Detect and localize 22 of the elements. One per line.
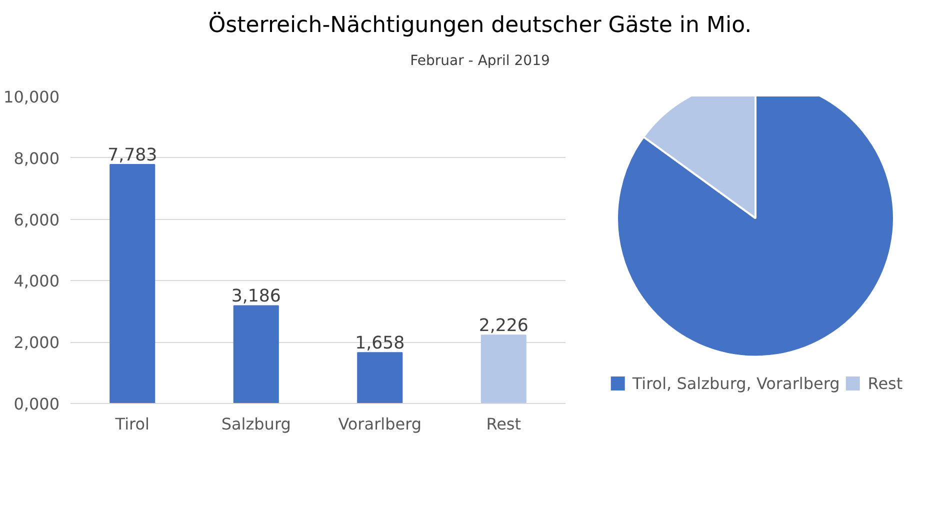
x-tick-label: Vorarlberg — [338, 414, 422, 434]
y-tick-label: 8,000 — [14, 149, 60, 168]
x-tick-label: Rest — [486, 414, 522, 434]
chart-title: Österreich-Nächtigungen deutscher Gäste in Mio. — [208, 10, 752, 40]
legend-label: Rest — [868, 374, 903, 393]
legend-label: Tirol, Salzburg, Vorarlberg — [632, 374, 840, 393]
y-tick-label: 6,000 — [14, 210, 60, 230]
bar — [357, 352, 403, 404]
y-tick-label: 2,000 — [14, 334, 60, 353]
bar — [480, 335, 526, 404]
data-label: 3,186 — [231, 287, 281, 308]
bar — [233, 306, 279, 404]
x-tick-label: Salzburg — [221, 414, 291, 434]
data-label: 7,783 — [108, 146, 158, 166]
data-label: 2,226 — [478, 316, 528, 337]
y-tick-label: 0,000 — [14, 394, 60, 414]
data-label: 1,658 — [355, 334, 405, 354]
chart-subtitle: Februar - April 2019 — [410, 52, 550, 72]
x-tick-label: Tirol — [114, 414, 150, 434]
bar — [110, 164, 156, 404]
y-tick-label: 10,000 — [4, 88, 60, 107]
y-tick-label: 4,000 — [14, 272, 60, 292]
